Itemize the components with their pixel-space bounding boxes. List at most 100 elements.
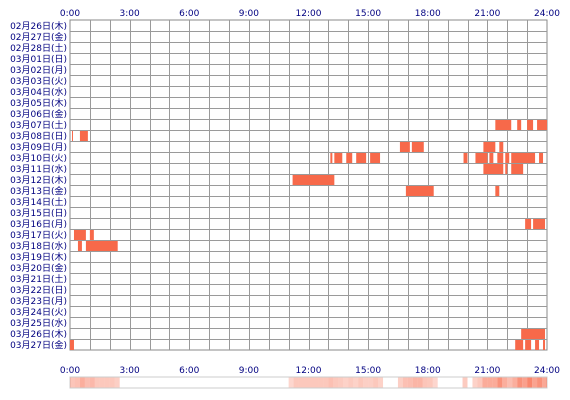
x-tick-label-bottom: 21:00 bbox=[474, 366, 500, 376]
row-label: 03月27日(金) bbox=[10, 339, 67, 351]
activity-bar bbox=[73, 230, 86, 240]
activity-bar bbox=[85, 241, 118, 251]
x-tick-label-bottom: 24:00 bbox=[534, 366, 560, 376]
activity-bar bbox=[405, 186, 434, 196]
summary-density-cell bbox=[482, 377, 488, 388]
summary-density-cell bbox=[412, 377, 418, 388]
row-label: 03月14日(土) bbox=[10, 196, 67, 208]
activity-bar bbox=[334, 153, 343, 163]
activity-bar bbox=[399, 142, 410, 152]
summary-density-cell bbox=[502, 377, 508, 388]
x-tick-label-bottom: 0:00 bbox=[60, 366, 80, 376]
summary-density-cell bbox=[70, 377, 75, 388]
summary-density-cell bbox=[84, 377, 90, 388]
x-tick-label-top: 9:00 bbox=[239, 9, 259, 19]
row-label: 02月26日(木) bbox=[10, 20, 67, 32]
activity-bar bbox=[525, 340, 532, 350]
row-label: 03月05日(木) bbox=[10, 97, 67, 109]
summary-density-cell bbox=[94, 377, 100, 388]
activity-bar bbox=[505, 164, 508, 174]
summary-density-cell bbox=[109, 377, 115, 388]
activity-bars bbox=[70, 120, 547, 350]
row-label: 03月07日(土) bbox=[10, 119, 67, 131]
summary-density-cell bbox=[363, 377, 369, 388]
summary-density-cell bbox=[114, 377, 120, 388]
activity-bar bbox=[533, 219, 546, 229]
summary-density-cell bbox=[517, 377, 523, 388]
row-label: 03月19日(木) bbox=[10, 251, 67, 263]
summary-density-cell bbox=[542, 377, 547, 388]
summary-density-cell bbox=[74, 377, 80, 388]
row-label: 03月09日(月) bbox=[10, 142, 67, 153]
summary-density-cell bbox=[507, 377, 513, 388]
activity-bar bbox=[539, 153, 544, 163]
summary-density-cell bbox=[492, 377, 498, 388]
activity-bar bbox=[463, 153, 468, 163]
summary-density-cell bbox=[358, 377, 364, 388]
summary-density-cell bbox=[293, 377, 299, 388]
activity-bar bbox=[515, 340, 524, 350]
summary-density-cell bbox=[318, 377, 324, 388]
summary-density-cell bbox=[373, 377, 379, 388]
summary-density-cell bbox=[333, 377, 339, 388]
x-tick-label-top: 15:00 bbox=[355, 9, 381, 19]
row-label: 03月17日(火) bbox=[10, 230, 67, 241]
x-tick-label-bottom: 18:00 bbox=[415, 366, 441, 376]
summary-density-cell bbox=[104, 377, 110, 388]
summary-density-cell bbox=[89, 377, 95, 388]
activity-bar bbox=[543, 340, 546, 350]
activity-bar bbox=[527, 120, 534, 130]
activity-bar bbox=[79, 131, 88, 141]
summary-density-cell bbox=[512, 377, 518, 388]
summary-density-cell bbox=[487, 377, 493, 388]
row-label: 03月12日(木) bbox=[10, 174, 67, 186]
summary-density-cell bbox=[402, 377, 408, 388]
summary-density-cell bbox=[537, 377, 543, 388]
summary-density-cell bbox=[288, 377, 294, 388]
summary-density-cell bbox=[308, 377, 314, 388]
activity-bar bbox=[505, 153, 510, 163]
summary-density-cell bbox=[353, 377, 359, 388]
row-label: 03月21日(土) bbox=[10, 273, 67, 285]
activity-bar bbox=[292, 175, 335, 185]
summary-density-cell bbox=[477, 377, 483, 388]
summary-density-cell bbox=[532, 377, 538, 388]
activity-bar bbox=[499, 142, 504, 152]
activity-bar bbox=[330, 153, 333, 163]
activity-bar bbox=[483, 164, 504, 174]
row-label: 03月11日(水) bbox=[10, 163, 67, 175]
row-label: 02月28日(土) bbox=[10, 42, 67, 54]
x-tick-label-bottom: 15:00 bbox=[355, 366, 381, 376]
summary-density-cell bbox=[343, 377, 349, 388]
summary-density-cell bbox=[427, 377, 433, 388]
row-label: 02月27日(金) bbox=[10, 31, 67, 43]
row-label: 03月18日(水) bbox=[10, 240, 67, 252]
activity-bar bbox=[370, 153, 381, 163]
activity-bar bbox=[537, 120, 547, 130]
x-tick-label-top: 3:00 bbox=[120, 9, 140, 19]
row-label: 03月25日(水) bbox=[10, 317, 67, 329]
row-label: 03月03日(火) bbox=[10, 76, 67, 87]
row-label: 03月01日(日) bbox=[10, 54, 67, 65]
row-label: 03月04日(水) bbox=[10, 86, 67, 98]
x-tick-label-bottom: 9:00 bbox=[239, 366, 259, 376]
row-label: 03月10日(火) bbox=[10, 153, 67, 164]
summary-density-cell bbox=[323, 377, 329, 388]
activity-bar bbox=[77, 241, 82, 251]
activity-bar bbox=[535, 340, 540, 350]
summary-density-cell bbox=[462, 377, 468, 388]
summary-density-cell bbox=[328, 377, 334, 388]
summary-density-cell bbox=[348, 377, 354, 388]
row-label: 03月23日(月) bbox=[10, 296, 67, 307]
x-tick-label-top: 21:00 bbox=[474, 9, 500, 19]
summary-density-cell bbox=[522, 377, 528, 388]
x-tick-label-bottom: 3:00 bbox=[120, 366, 140, 376]
summary-density-cell bbox=[303, 377, 309, 388]
row-label: 03月24日(火) bbox=[10, 307, 67, 318]
summary-density-cell bbox=[313, 377, 319, 388]
activity-bar bbox=[517, 120, 522, 130]
x-tick-label-bottom: 12:00 bbox=[296, 366, 322, 376]
activity-bar bbox=[356, 153, 367, 163]
activity-bar bbox=[525, 219, 532, 229]
